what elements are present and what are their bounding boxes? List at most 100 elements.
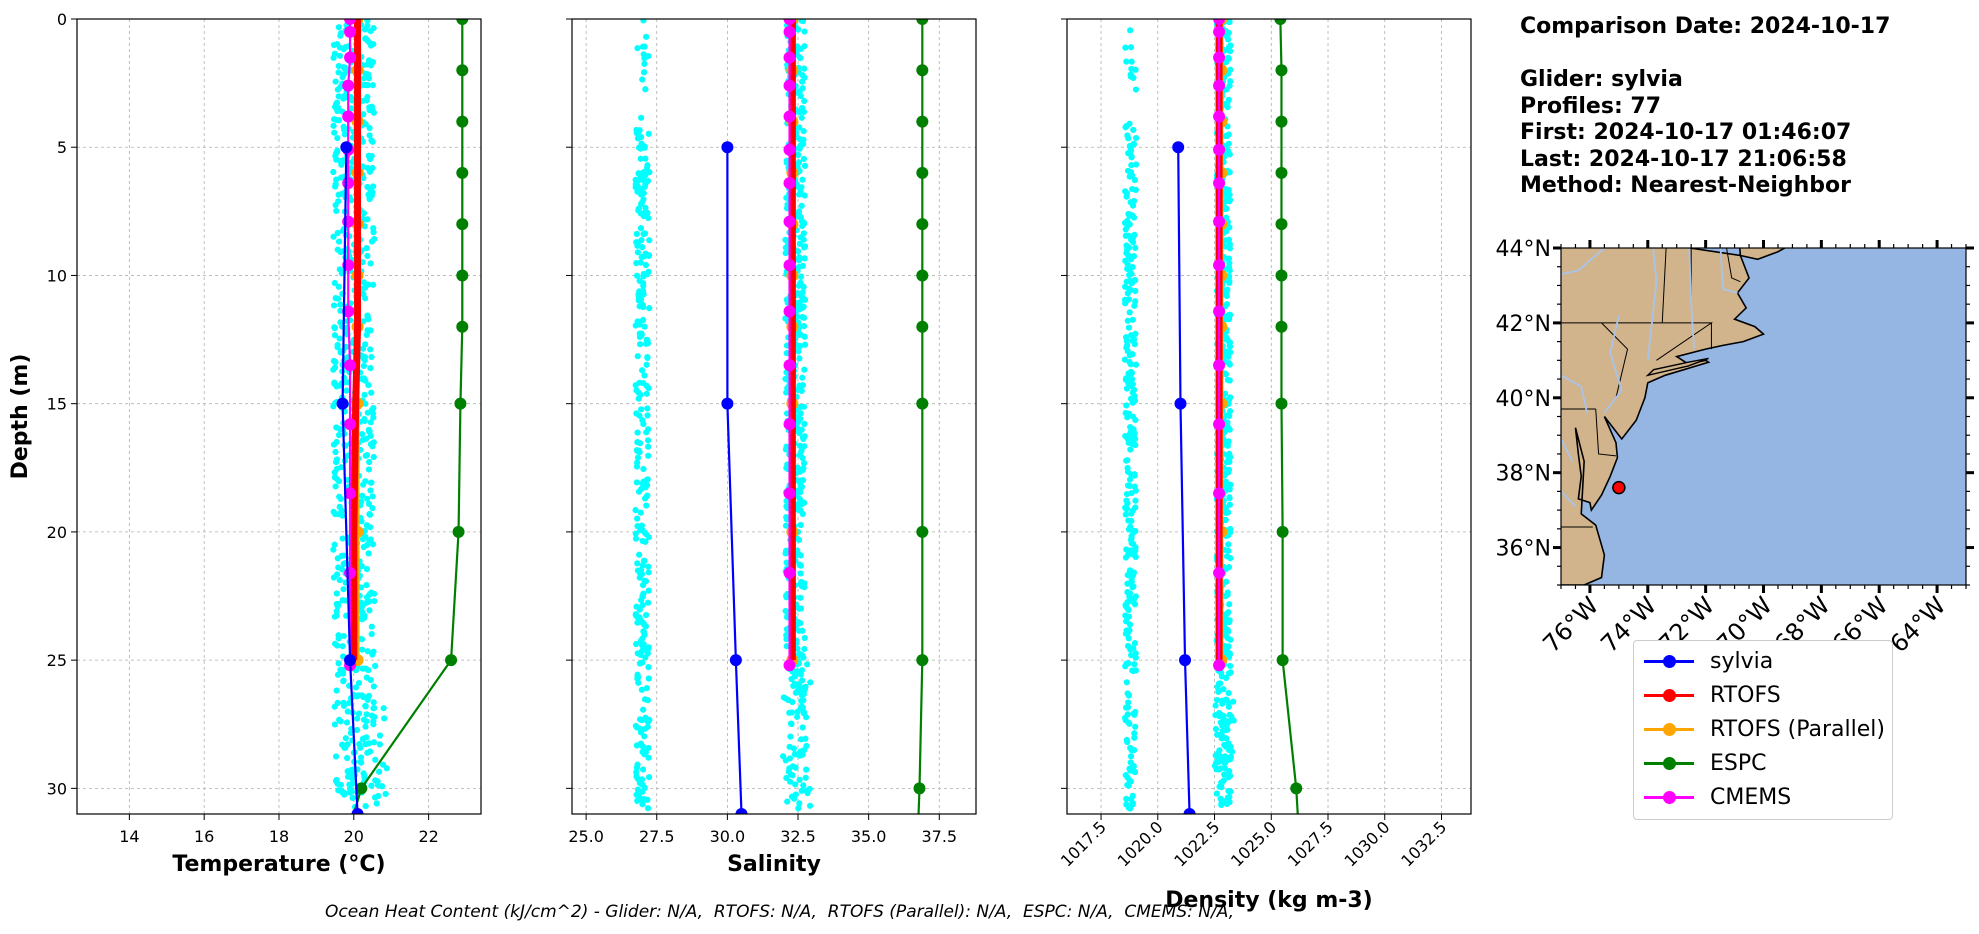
observation-point — [366, 607, 373, 614]
series-line — [341, 147, 359, 814]
observation-point — [799, 500, 806, 507]
observation-point — [1220, 686, 1227, 693]
observation-point — [1129, 667, 1136, 674]
data-point — [783, 259, 796, 272]
y-tick-label: 20 — [47, 523, 67, 542]
observation-point — [634, 567, 641, 574]
observation-point — [637, 391, 644, 398]
border — [1595, 408, 1617, 457]
observation-point — [804, 661, 811, 668]
observation-point — [797, 521, 804, 529]
observation-point — [370, 229, 377, 236]
observation-point — [342, 597, 349, 604]
observation-point — [640, 190, 647, 197]
observation-point — [381, 715, 388, 722]
observation-point — [1225, 469, 1232, 476]
data-point — [1174, 397, 1187, 410]
observation-point — [1132, 186, 1139, 194]
observation-point — [1225, 19, 1233, 26]
observation-point — [1128, 435, 1136, 443]
observation-point — [369, 189, 376, 196]
observation-point — [1128, 575, 1135, 583]
observation-point — [1129, 263, 1136, 271]
observation-point — [1225, 44, 1233, 51]
observation-point — [636, 127, 643, 134]
observation-point — [358, 584, 365, 591]
data-point — [916, 397, 929, 410]
observation-point — [1132, 723, 1139, 730]
data-point — [342, 110, 355, 123]
observation-point — [1123, 58, 1130, 65]
river — [1603, 315, 1623, 414]
observation-point — [379, 761, 387, 768]
observation-point — [365, 466, 373, 473]
observation-point — [360, 291, 367, 298]
data-point — [783, 143, 796, 156]
observation-point — [792, 781, 799, 788]
observation-point — [797, 92, 804, 100]
observation-point — [340, 586, 347, 593]
observation-point — [367, 524, 374, 531]
observation-point — [634, 459, 641, 466]
observation-point — [801, 255, 808, 262]
data-point — [1276, 525, 1289, 538]
observation-point — [633, 773, 640, 780]
data-point — [783, 177, 796, 190]
observation-point — [1133, 161, 1140, 168]
observation-point — [1123, 402, 1130, 409]
observation-point — [1227, 662, 1234, 670]
plot-area — [330, 19, 469, 814]
observation-point — [1225, 564, 1233, 571]
observation-point — [375, 768, 383, 775]
observation-point — [1126, 309, 1133, 316]
observation-point — [644, 805, 652, 812]
comparison-method: Method: Nearest-Neighbor — [1520, 173, 1851, 198]
observation-point — [354, 715, 361, 722]
data-point — [916, 19, 929, 25]
observation-point — [362, 803, 369, 810]
data-point — [351, 808, 364, 814]
observation-point — [1127, 778, 1134, 785]
observation-point — [335, 432, 343, 439]
data-point — [456, 320, 469, 333]
observation-point — [1224, 649, 1231, 656]
observation-point — [1124, 261, 1131, 268]
observation-point — [639, 316, 647, 324]
data-point — [1213, 359, 1226, 372]
observation-point — [330, 302, 338, 309]
observation-point — [783, 643, 790, 650]
observation-point — [376, 741, 383, 748]
glider-name: Glider: sylvia — [1520, 67, 1683, 92]
observation-point — [376, 732, 384, 739]
observation-point — [371, 662, 379, 670]
observation-point — [343, 719, 351, 726]
observation-point — [796, 442, 803, 449]
observation-point — [1225, 36, 1232, 43]
observation-point — [1226, 495, 1233, 502]
observation-point — [793, 713, 801, 720]
lon-tick-label: 64°W — [1885, 591, 1952, 658]
observation-point — [362, 723, 369, 730]
observation-point — [1132, 654, 1139, 661]
data-point — [336, 397, 349, 410]
x-tick-label: 32.5 — [780, 827, 816, 846]
observation-point — [795, 159, 803, 166]
observation-point — [634, 797, 641, 804]
legend-item-sylvia: sylvia — [1644, 646, 1773, 676]
observation-point — [635, 793, 643, 800]
observation-point — [372, 777, 379, 784]
legend-label: ESPC — [1710, 750, 1767, 776]
observation-point — [1227, 394, 1234, 401]
observation-point — [368, 623, 375, 630]
observation-point — [367, 42, 375, 49]
x-tick-label: 25.0 — [568, 827, 604, 846]
observation-point — [361, 341, 369, 348]
chart-panel-1: 14 16 18 20 22 0 5 10 15 20 25 30 Temperature (°C) De… — [8, 10, 482, 877]
observation-point — [801, 366, 808, 373]
observation-point — [334, 229, 341, 237]
observation-point — [634, 673, 641, 680]
observation-point — [800, 782, 807, 789]
observation-point — [1132, 504, 1139, 511]
observation-point — [643, 476, 651, 483]
